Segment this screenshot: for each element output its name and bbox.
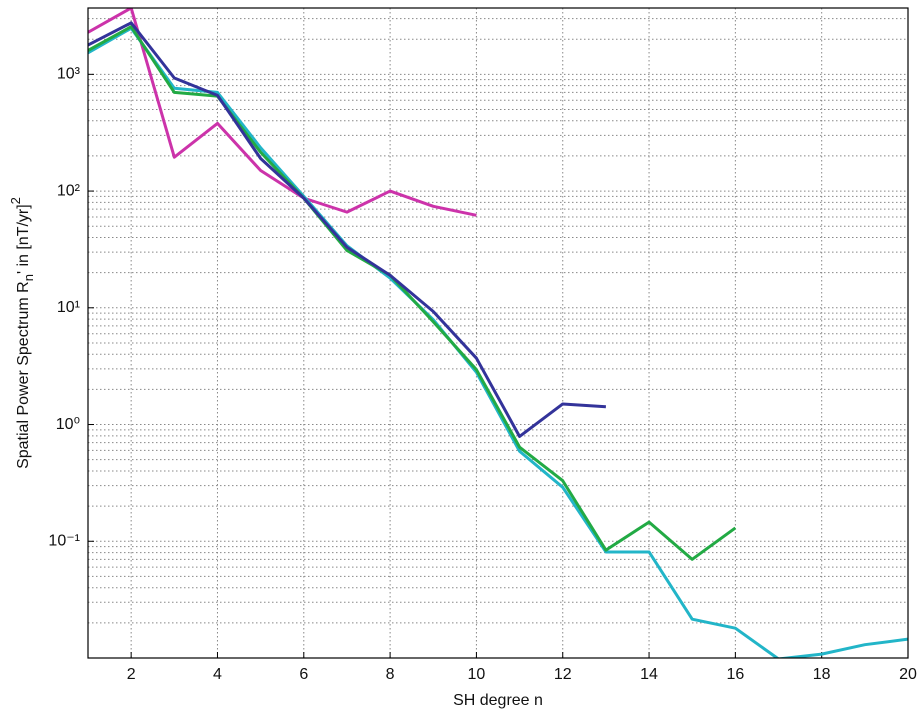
grid — [88, 8, 909, 658]
series-line — [88, 25, 737, 561]
x-tick-label: 12 — [554, 666, 572, 683]
y-label-part: ' in [nT/yr] — [15, 204, 32, 274]
lines — [88, 8, 908, 658]
x-tick-label: 20 — [899, 666, 917, 683]
y-tick-label: 10⁻¹ — [48, 532, 80, 549]
y-tick-label: 10¹ — [57, 299, 80, 316]
x-tick-label: 6 — [299, 666, 308, 683]
x-axis-label: SH degree n — [453, 692, 543, 709]
x-tick-label: 2 — [127, 666, 136, 683]
y-label-sup: 2 — [8, 197, 23, 204]
y-axis-label: Spatial Power Spectrum Rn' in [nT/yr]2 — [8, 197, 36, 469]
x-tick-label: 4 — [213, 666, 222, 683]
y-label-sub: n — [21, 274, 36, 281]
x-tick-label: 10 — [468, 666, 486, 683]
series-line — [88, 21, 606, 438]
x-tick-label: 16 — [726, 666, 744, 683]
x-tick-label: 8 — [386, 666, 395, 683]
y-label-part: Spatial Power Spectrum R — [15, 281, 32, 469]
y-tick-label: 10³ — [57, 66, 81, 83]
series-line — [88, 8, 477, 217]
labels: 10⁻¹ 10⁰ 10¹ 10² 10³ 2 4 6 8 10 12 14 16 18 20 — [48, 66, 917, 684]
x-tick-label: 14 — [640, 666, 658, 683]
y-tick-label: 10² — [57, 182, 81, 199]
y-tick-label: 10⁰ — [56, 416, 80, 433]
x-tick-label: 18 — [813, 666, 831, 683]
plot-area — [88, 8, 908, 658]
series-line — [88, 26, 908, 658]
plot-frame — [87, 7, 909, 659]
